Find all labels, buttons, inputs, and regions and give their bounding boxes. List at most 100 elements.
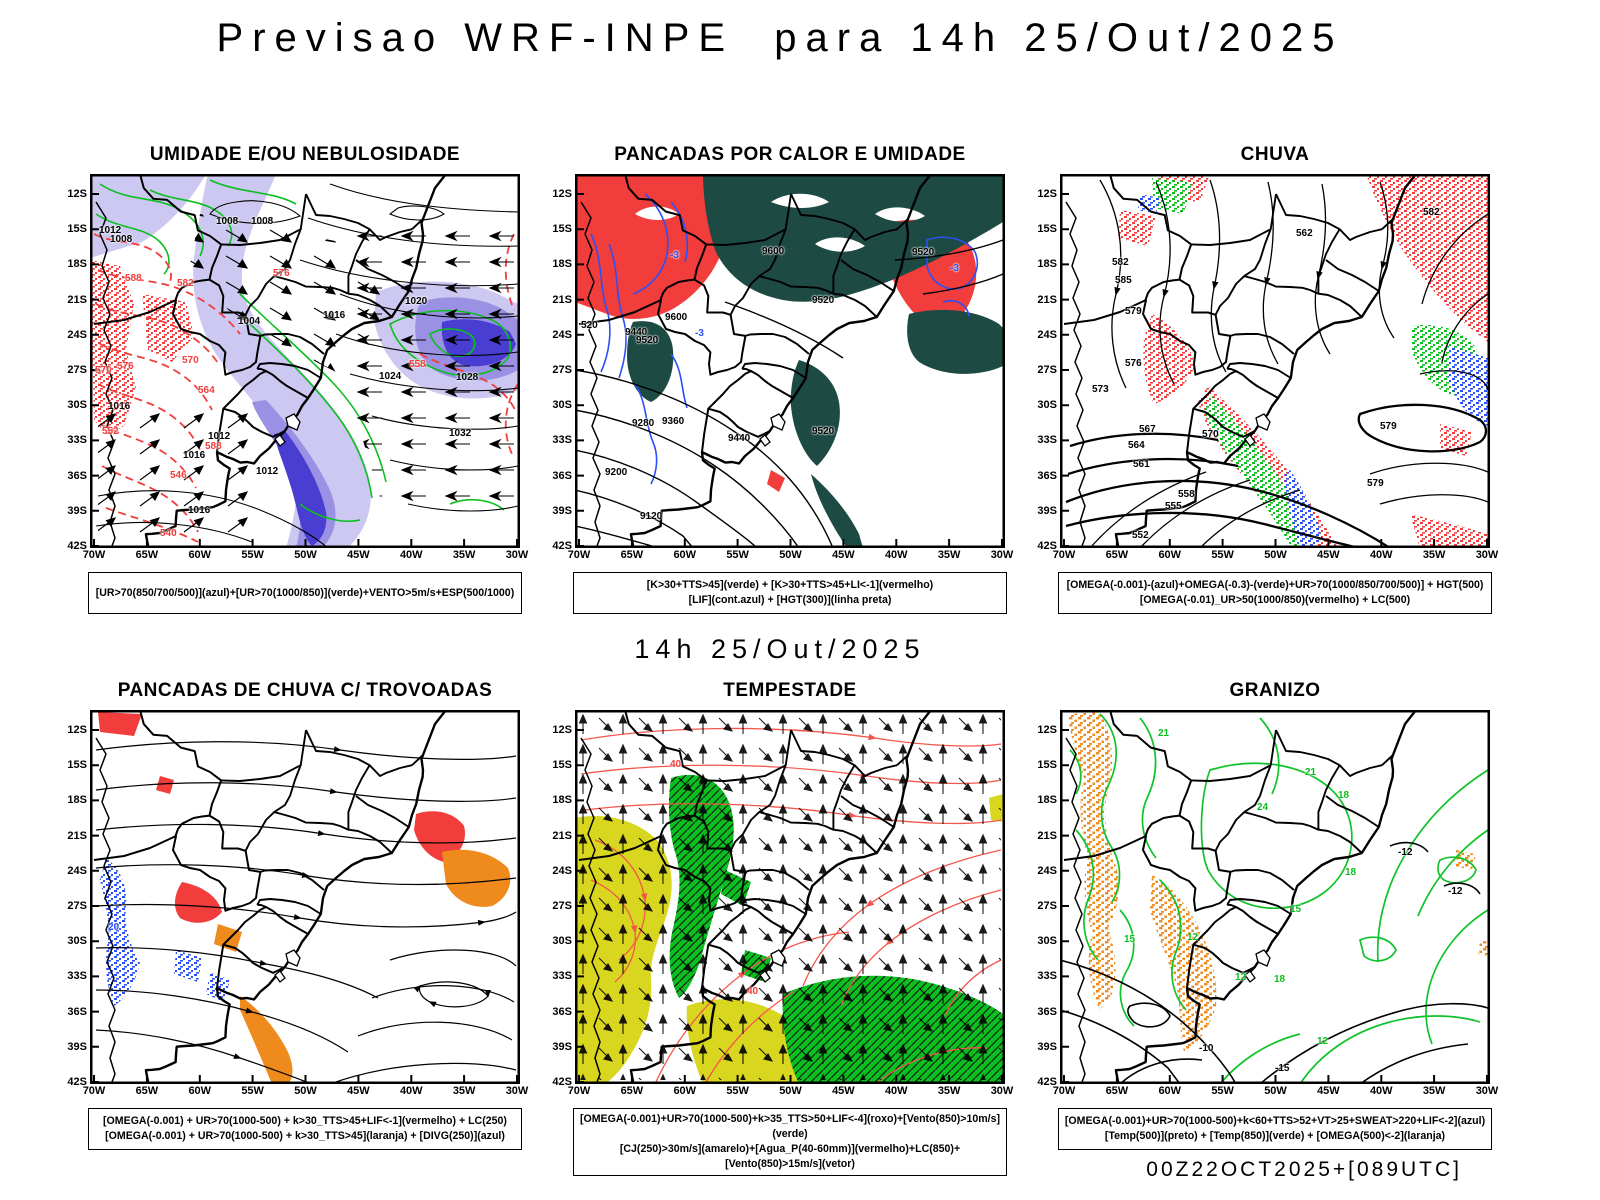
legend-box: [OMEGA(-0.001)+UR>70(1000-500)+k<60+TTS>… <box>1058 1108 1492 1150</box>
lon-tick-label: 60W <box>188 549 212 561</box>
lat-tick-label: 12S <box>67 724 87 736</box>
forecast-valid-time: 14h 25/Out/2025 <box>634 634 926 664</box>
lon-axis: 70W 65W 60W 55W 50W 45W 40W 35W 30W <box>1053 548 1499 566</box>
temp500-black-contours <box>1060 841 1489 1084</box>
lat-tick-label: 39S <box>67 504 87 517</box>
legend-line: [UR>70(850/700/500)](azul)+[UR>70(1000/8… <box>95 586 515 599</box>
lon-tick-label: 50W <box>779 1085 802 1097</box>
lon-tick-label: 60W <box>673 1085 697 1097</box>
hgt300-contours <box>575 239 1004 548</box>
legend-line: [LIF](cont.azul) + [HGT(300)](linha pret… <box>688 594 892 606</box>
lon-tick-label: 35W <box>452 1085 476 1097</box>
lat-tick-label: 18S <box>67 258 87 271</box>
lat-tick-label: 24S <box>552 864 572 877</box>
lat-tick-label: 36S <box>552 469 572 482</box>
lat-tick-label: 27S <box>1037 364 1057 376</box>
lat-tick-label: 33S <box>67 434 87 447</box>
map-trovoadas <box>90 710 520 1084</box>
lat-tick-label: 18S <box>552 258 572 271</box>
lat-tick-label: 18S <box>67 794 87 807</box>
lat-tick-label: 30S <box>67 935 87 948</box>
lon-axis: 70W 65W 60W 55W 50W 45W 40W 35W 30W <box>83 1084 529 1102</box>
teal-convection-areas <box>627 174 1003 548</box>
lon-tick-label: 40W <box>1369 549 1393 561</box>
lat-tick-label: 24S <box>67 328 87 341</box>
legend-line: [K>30+TTS>45](verde) + [K>30+TTS>45+LI<-… <box>646 579 934 591</box>
panel-chuva: CHUVA <box>1026 140 1499 614</box>
lat-tick-label: 21S <box>67 293 87 306</box>
lat-tick-label: 33S <box>67 970 87 983</box>
lat-tick-label: 18S <box>1037 258 1057 271</box>
legend-box: [K>30+TTS>45](verde) + [K>30+TTS>45+LI<-… <box>573 572 1007 614</box>
lon-tick-label: 30W <box>1475 549 1499 561</box>
lat-tick-label: 24S <box>67 864 87 877</box>
lat-tick-label: 33S <box>1037 970 1057 983</box>
legend-box: [OMEGA(-0.001)+UR>70(1000-500)+k>35_TTS>… <box>573 1108 1007 1176</box>
map-tempestade <box>575 710 1005 1084</box>
lon-tick-label: 65W <box>1105 1085 1129 1097</box>
lat-tick-label: 24S <box>1037 864 1057 877</box>
lat-tick-label: 30S <box>1037 935 1057 948</box>
lon-tick-label: 60W <box>673 549 697 561</box>
panel-umidade: UMIDADE E/OU NEBULOSIDADE <box>56 140 529 614</box>
lon-tick-label: 30W <box>990 549 1014 561</box>
lon-tick-label: 30W <box>505 549 529 561</box>
map-chuva <box>1060 174 1490 548</box>
lat-tick-label: 30S <box>552 935 572 948</box>
lon-axis: 70W 65W 60W 55W 50W 45W 40W 35W 30W <box>1053 1084 1499 1102</box>
lon-tick-label: 30W <box>505 1085 529 1097</box>
panel-tempestade: TEMPESTADE <box>541 676 1014 1176</box>
legend-box: [OMEGA(-0.001) + UR>70(1000-500) + k>30_… <box>88 1108 522 1150</box>
lat-tick-label: 27S <box>67 900 87 912</box>
lon-tick-label: 60W <box>1158 1085 1182 1097</box>
lon-tick-label: 40W <box>1369 1085 1393 1097</box>
lon-tick-label: 35W <box>1422 1085 1446 1097</box>
lon-tick-label: 55W <box>726 549 749 561</box>
lat-tick-label: 12S <box>1037 188 1057 200</box>
lat-tick-label: 15S <box>552 759 572 772</box>
map-granizo <box>1060 710 1490 1084</box>
lat-tick-label: 27S <box>67 364 87 376</box>
lat-tick-label: 36S <box>1037 469 1057 482</box>
lat-tick-label: 30S <box>67 399 87 412</box>
lon-tick-label: 65W <box>620 549 644 561</box>
lon-axis: 70W 65W 60W 55W 50W 45W 40W 35W 30W <box>568 548 1014 566</box>
lon-tick-label: 35W <box>937 1085 961 1097</box>
lon-tick-label: 40W <box>399 1085 423 1097</box>
lon-tick-label: 55W <box>1211 1085 1234 1097</box>
lat-tick-label: 18S <box>1037 794 1057 807</box>
lon-tick-label: 70W <box>1052 549 1076 561</box>
lon-tick-label: 30W <box>990 1085 1014 1097</box>
lon-tick-label: 50W <box>294 549 317 561</box>
lon-tick-label: 65W <box>1105 549 1129 561</box>
lat-tick-label: 15S <box>1037 759 1057 772</box>
lon-tick-label: 40W <box>884 1085 908 1097</box>
panel-title: TEMPESTADE <box>723 680 857 701</box>
lat-tick-label: 15S <box>67 223 87 236</box>
lon-axis: 70W 65W 60W 55W 50W 45W 40W 35W 30W <box>568 1084 1014 1102</box>
lon-axis: 70W 65W 60W 55W 50W 45W 40W 35W 30W <box>83 548 529 566</box>
lon-tick-label: 35W <box>937 549 961 561</box>
lat-tick-label: 30S <box>1037 399 1057 412</box>
legend-line: [OMEGA(-0.001) + UR>70(1000-500) + k>30_… <box>105 1130 505 1142</box>
lat-tick-label: 18S <box>552 794 572 807</box>
lat-tick-label: 15S <box>552 223 572 236</box>
lon-tick-label: 65W <box>135 1085 159 1097</box>
lon-tick-label: 55W <box>1211 549 1234 561</box>
lat-tick-label: 24S <box>552 328 572 341</box>
wind-vector-fields <box>98 214 518 541</box>
lat-tick-label: 27S <box>552 900 572 912</box>
lon-tick-label: 45W <box>832 1085 855 1097</box>
lat-tick-label: 15S <box>67 759 87 772</box>
model-run-stamp: 00Z22OCT2025+[089UTC] <box>1146 1158 1462 1181</box>
lon-tick-label: 55W <box>241 1085 264 1097</box>
panel-granizo: GRANIZO <box>1026 676 1499 1150</box>
lat-tick-label: 21S <box>67 829 87 842</box>
lat-tick-label: 39S <box>1037 504 1057 517</box>
lat-tick-label: 36S <box>67 1005 87 1018</box>
red-storm-areas <box>98 712 466 923</box>
map-umidade <box>90 174 520 548</box>
lat-tick-label: 39S <box>1037 1040 1057 1053</box>
panel-title: CHUVA <box>1240 144 1310 165</box>
